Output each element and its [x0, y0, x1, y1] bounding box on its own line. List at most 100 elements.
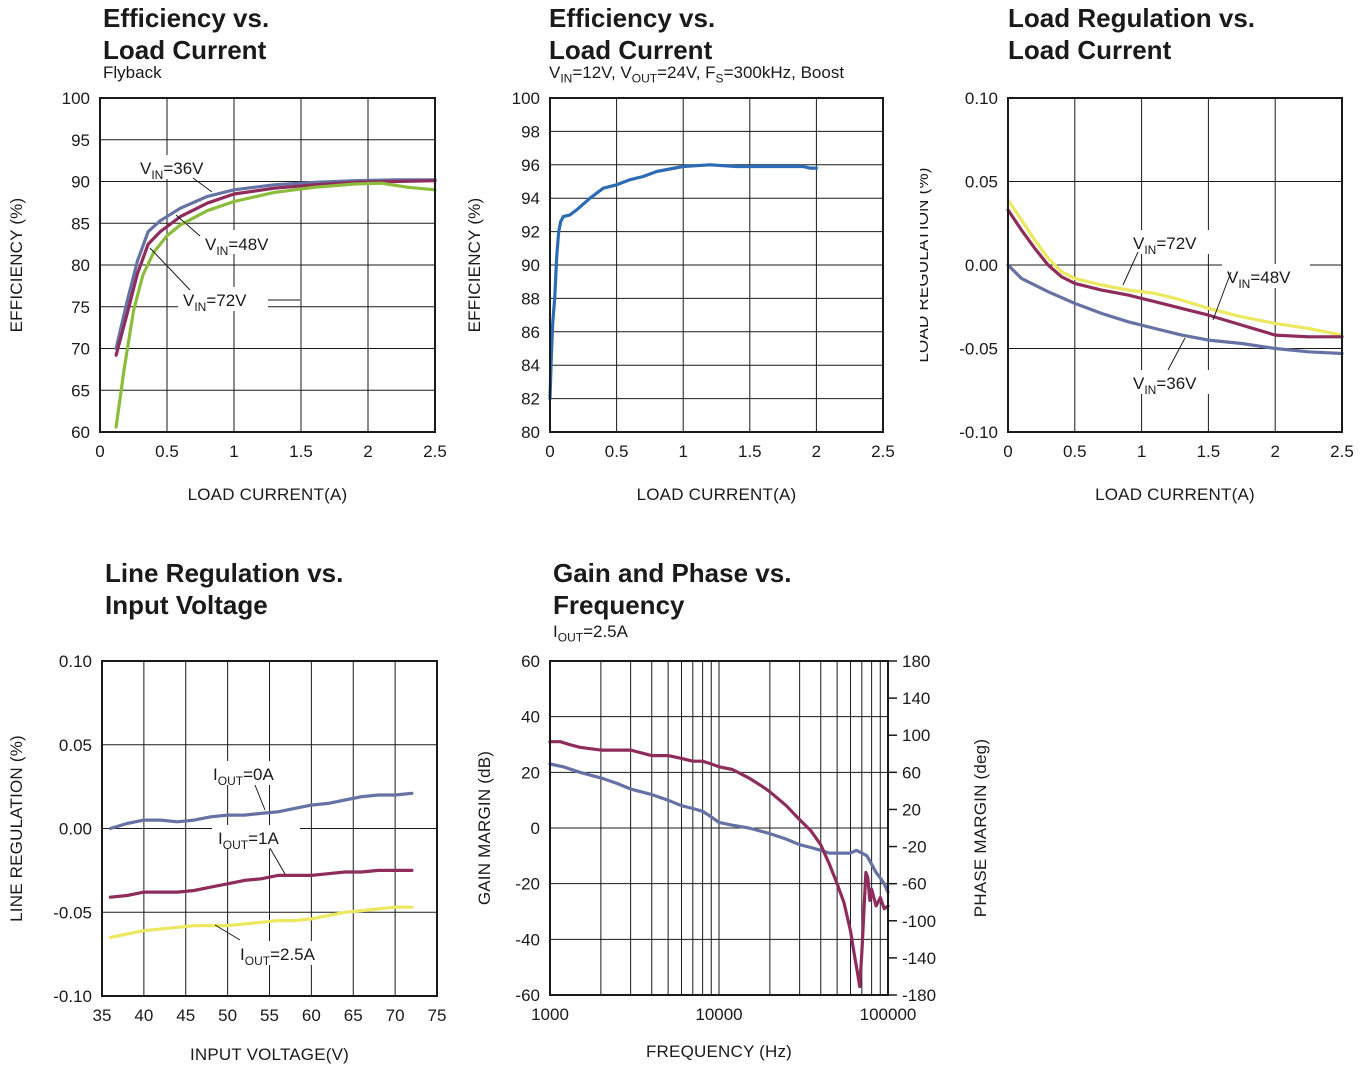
leader-line [192, 177, 213, 193]
x-tick-label: 1 [1137, 442, 1146, 461]
x-axis-label: LOAD CURRENT(A) [637, 485, 797, 504]
y2-tick-label: -100 [902, 912, 936, 931]
x-tick-label: 2 [1270, 442, 1279, 461]
series-label-iout-0a: IOUT=0A [213, 765, 274, 788]
y2-tick-label: -180 [902, 986, 936, 1005]
y2-tick-label: -60 [902, 875, 927, 894]
series-label-vin-48v: VIN=48V [1227, 268, 1291, 291]
x-axis-label: INPUT VOLTAGE(V) [190, 1045, 349, 1064]
y-tick-label: 0 [531, 819, 540, 838]
chart-efficiency-boost: 0 0.5 1 1.5 2 2.5 80 82 84 86 88 90 92 94 96 98 100 LOAD … [465, 89, 895, 504]
series-line-1 [548, 762, 890, 894]
leader-line [269, 847, 286, 875]
x-tick-label: 10000 [695, 1005, 742, 1024]
plot-frame [99, 97, 436, 433]
y2-tick-label: -140 [902, 949, 936, 968]
leader-line [175, 214, 201, 237]
x-tick-label: 2.5 [423, 442, 447, 461]
leader-line [1167, 337, 1186, 371]
x-tick-label: 0.5 [1063, 442, 1087, 461]
chart-panel-boost-efficiency: Efficiency vs. Load Current VIN=12V, VOU… [460, 0, 920, 520]
y-tick-label: 100 [512, 89, 540, 108]
chart-subtitle: Flyback [103, 63, 162, 82]
series-line-1 [114, 178, 437, 351]
series-label-vin-72v: VIN=72V [183, 291, 247, 314]
y2-tick-label: 20 [902, 800, 921, 819]
chart-panel-flyback-efficiency: Efficiency vs. Load Current Flyback 0 0.5… [0, 0, 460, 520]
x-tick-label: 0 [95, 442, 104, 461]
y-tick-label: -40 [515, 930, 540, 949]
series-line-1 [1006, 198, 1344, 337]
y-tick-label: 60 [71, 423, 90, 442]
chart-title: Gain and Phase vs. Frequency [553, 558, 792, 620]
y-axis-label: LOAD REGULATION (%) [920, 167, 932, 362]
chart-panel-load-regulation: Load Regulation vs. Load Current 0 0.5 1 1.… [920, 0, 1372, 520]
y-tick-label: 95 [71, 131, 90, 150]
y-tick-label: -0.05 [53, 903, 92, 922]
x-tick-label: 35 [93, 1006, 112, 1025]
y-tick-label: -0.05 [959, 340, 998, 359]
chart-efficiency-flyback: 0 0.5 1 1.5 2 2.5 60 65 70 75 80 85 90 95 100 LOAD CURR… [7, 89, 447, 504]
y-axis-label: LINE REGULATION (%) [7, 735, 26, 922]
leader-line [1122, 251, 1139, 286]
y-tick-label: 0.10 [59, 652, 92, 671]
y-tick-label: 82 [521, 390, 540, 409]
chart-title: Line Regulation vs. Input Voltage [105, 558, 344, 620]
label-bg [200, 230, 286, 254]
leader-line [1212, 271, 1232, 321]
chart-title: Load Regulation vs. Load Current [1008, 3, 1256, 65]
chart-title: Efficiency vs. Load Current [103, 3, 270, 65]
series-line-2 [114, 179, 437, 357]
series-line-1 [108, 791, 414, 831]
x-tick-label: 1000 [531, 1005, 569, 1024]
chart-subtitle: VIN=12V, VOUT=24V, FS=300kHz, Boost [549, 63, 845, 86]
y-tick-label: -20 [515, 875, 540, 894]
chart-panel-gain-phase: Gain and Phase vs. Frequency IOUT=2.5A 1… [460, 555, 1020, 1071]
plot-frame [549, 97, 884, 433]
y-tick-label: 96 [521, 156, 540, 175]
x-tick-label: 1.5 [289, 442, 313, 461]
y-tick-label: 0.00 [59, 820, 92, 839]
x-tick-label: 60 [302, 1006, 321, 1025]
x-tick-label: 0 [545, 442, 554, 461]
x-tick-label: 70 [386, 1006, 405, 1025]
y-tick-label: 90 [71, 173, 90, 192]
y-tick-label: 98 [521, 122, 540, 141]
series-label-vin-48v: VIN=48V [205, 235, 269, 258]
label-bg [134, 155, 214, 179]
x-tick-label: 1 [678, 442, 687, 461]
series-line-3 [114, 181, 437, 429]
label-bg [1222, 264, 1310, 288]
series-line-1 [548, 163, 818, 401]
plot-frame [1007, 97, 1343, 433]
y-tick-label: 86 [521, 323, 540, 342]
x-axis-label: LOAD CURRENT(A) [188, 485, 348, 504]
series-label-iout-1a: IOUT=1A [218, 829, 279, 852]
x-axis-label: LOAD CURRENT(A) [1095, 485, 1255, 504]
x-tick-label: 2 [363, 442, 372, 461]
y-tick-label: -0.10 [53, 987, 92, 1006]
y-axis-label: EFFICIENCY (%) [7, 198, 26, 333]
x-tick-label: 1.5 [1197, 442, 1221, 461]
label-bg [234, 941, 340, 965]
y-tick-label: 80 [521, 423, 540, 442]
y-tick-label: 0.00 [965, 256, 998, 275]
y2-tick-label: 60 [902, 763, 921, 782]
y-tick-label: 94 [521, 189, 540, 208]
x-tick-label: 2.5 [1330, 442, 1354, 461]
y-tick-label: -0.10 [959, 423, 998, 442]
y2-tick-label: 180 [902, 652, 930, 671]
y-tick-label: 100 [62, 89, 90, 108]
label-bg [208, 761, 292, 785]
series-line-2 [548, 740, 890, 989]
x-tick-label: 2.5 [871, 442, 895, 461]
y-tick-label: -60 [515, 986, 540, 1005]
y-tick-label: 20 [521, 763, 540, 782]
x-tick-label: 0.5 [605, 442, 629, 461]
chart-gain-phase: 1000 10000 100000 -60 -40 -20 0 20 40 60 FREQUENCY… [475, 652, 990, 1061]
x-tick-label: 65 [344, 1006, 363, 1025]
x-tick-label: 1.5 [738, 442, 762, 461]
y-tick-label: 92 [521, 223, 540, 242]
x-tick-label: 50 [218, 1006, 237, 1025]
y2-tick-label: -20 [902, 838, 927, 857]
